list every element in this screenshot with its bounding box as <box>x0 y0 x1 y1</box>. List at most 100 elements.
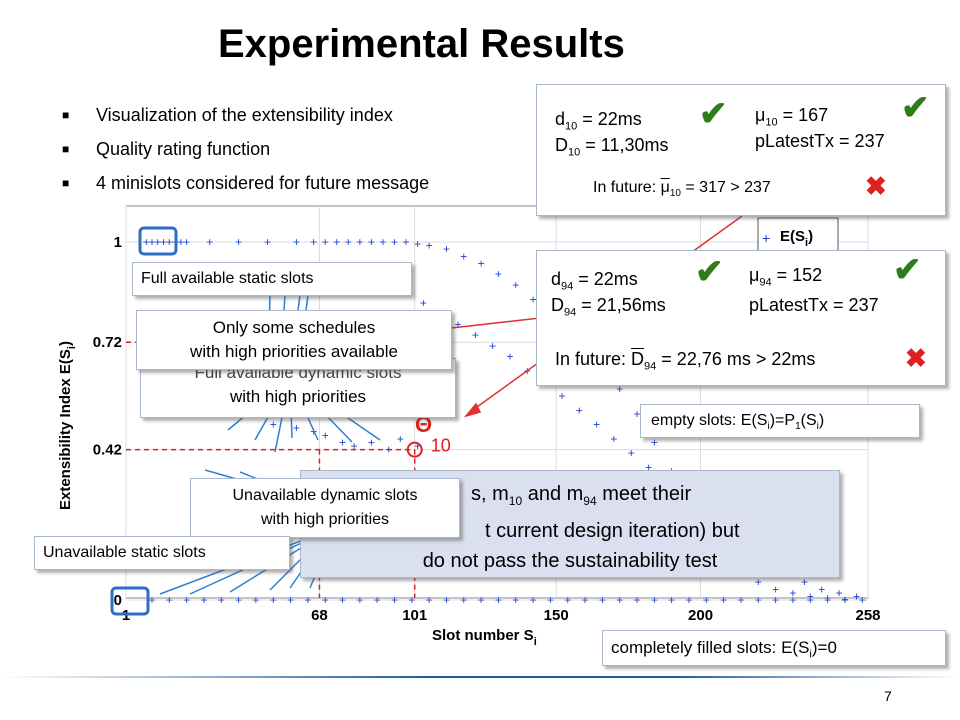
data-point: + <box>737 593 744 607</box>
bullet-item: ■ Visualization of the extensibility inde… <box>62 98 429 132</box>
data-point: + <box>200 593 207 607</box>
data-point: + <box>506 350 513 364</box>
data-point: + <box>472 328 479 342</box>
data-point: + <box>143 235 150 249</box>
data-point: + <box>379 235 386 249</box>
cross-icon: ✖ <box>865 171 887 201</box>
data-point: + <box>460 593 467 607</box>
data-point: + <box>322 593 329 607</box>
data-point: + <box>374 593 381 607</box>
data-point: + <box>426 239 433 253</box>
message-94-box: d94 = 22ms D94 = 21,56ms ✔ μ94 = 152 pLa… <box>536 250 946 386</box>
unavailable-static-box: Unavailable static slots <box>34 536 290 570</box>
full-dynamic-line-2: with high priorities <box>229 387 367 406</box>
data-point: + <box>645 461 652 475</box>
bullet-text: Quality rating function <box>96 139 271 159</box>
theta-symbol: Θ <box>415 412 432 437</box>
data-point: + <box>755 593 762 607</box>
legend-marker: + <box>762 230 770 246</box>
full-static-box: Full available static slots <box>132 262 412 296</box>
m94-future: In future: D94 = 22,76 ms > 22ms <box>555 349 816 373</box>
m10-mu: μ10 = 167 <box>755 105 829 129</box>
footer-rule <box>0 676 960 678</box>
data-point: + <box>824 593 831 607</box>
m10-future: In future: μ10 = 317 > 237 <box>593 179 771 200</box>
data-point: + <box>495 593 502 607</box>
data-point: + <box>345 235 352 249</box>
data-point: + <box>310 235 317 249</box>
m94-latest: pLatestTx = 237 <box>749 295 879 315</box>
data-point: + <box>564 593 571 607</box>
data-point: + <box>628 446 635 460</box>
bullet-icon: ■ <box>62 142 70 156</box>
bullet-icon: ■ <box>62 176 70 190</box>
unavailable-dynamic-line-2: with high priorities <box>260 511 390 528</box>
highlight-label: 10 <box>431 436 451 456</box>
filled-slots-text: completely filled slots: E(Si)=0 <box>611 638 837 661</box>
data-point: + <box>206 235 213 249</box>
x-tick-label: 101 <box>402 607 427 624</box>
legend <box>757 217 839 253</box>
data-point: + <box>356 235 363 249</box>
data-point: + <box>391 593 398 607</box>
data-point: + <box>772 582 779 596</box>
data-point: + <box>495 267 502 281</box>
data-point: + <box>685 593 692 607</box>
data-point: + <box>426 593 433 607</box>
data-point: + <box>616 382 623 396</box>
data-point: + <box>841 593 848 607</box>
data-point: + <box>801 575 808 589</box>
m94-response: D94 = 21,56ms <box>551 295 666 319</box>
data-point: + <box>385 443 392 457</box>
data-point: + <box>333 235 340 249</box>
data-point: + <box>720 593 727 607</box>
data-point: + <box>807 593 814 607</box>
unavailable-static-text: Unavailable static slots <box>43 544 206 561</box>
data-point: + <box>599 593 606 607</box>
data-point: + <box>859 593 866 607</box>
m94-deadline: d94 = 22ms <box>551 269 638 293</box>
data-point: + <box>634 407 641 421</box>
cross-icon: ✖ <box>905 343 927 373</box>
data-point: + <box>772 593 779 607</box>
data-point: + <box>616 593 623 607</box>
data-point: + <box>218 593 225 607</box>
data-point: + <box>270 418 277 432</box>
conclusion-line-2: t current design iteration) but <box>485 520 740 542</box>
check-icon: ✔ <box>901 89 930 127</box>
m10-latest: pLatestTx = 237 <box>755 131 885 151</box>
data-point: + <box>547 593 554 607</box>
unavailable-dynamic-box: Unavailable dynamic slots with high prio… <box>190 478 460 538</box>
data-point: + <box>403 235 410 249</box>
data-point: + <box>558 389 565 403</box>
data-point: + <box>356 593 363 607</box>
message-10-box: d10 = 22ms D10 = 11,30ms ✔ μ10 = 167 pLa… <box>536 84 946 216</box>
data-point: + <box>841 592 848 606</box>
data-point: + <box>668 593 675 607</box>
m94-mu: μ94 = 152 <box>749 265 823 289</box>
x-tick-label: 200 <box>688 607 713 624</box>
data-point: + <box>397 432 404 446</box>
highlight-frame-top <box>138 226 178 256</box>
data-point: + <box>183 235 190 249</box>
y-tick-labels: 0 0.42 0.72 1 <box>93 234 122 609</box>
data-point: + <box>530 292 537 306</box>
y-tick-label: 1 <box>114 234 122 251</box>
highlight-circle <box>406 441 423 458</box>
data-point: + <box>304 593 311 607</box>
bullet-item: ■ 4 minislots considered for future messa… <box>62 166 429 200</box>
bullet-text: 4 minislots considered for future messag… <box>96 173 430 193</box>
data-point: + <box>270 593 277 607</box>
bullet-text: Visualization of the extensibility index <box>96 105 393 125</box>
conclusion-line-3: do not pass the sustainability test <box>422 550 718 572</box>
data-point: + <box>339 593 346 607</box>
x-tick-label: 258 <box>855 607 880 624</box>
data-point: + <box>651 593 658 607</box>
x-axis-label: Slot number Si <box>432 627 537 648</box>
empty-slots-text: empty slots: E(Si)=P1(Si) <box>651 412 825 433</box>
data-point: + <box>235 593 242 607</box>
y-tick-label: 0.42 <box>93 442 122 459</box>
data-point: + <box>576 403 583 417</box>
legend-label: E(Si) <box>780 228 813 249</box>
data-point: + <box>853 589 860 603</box>
